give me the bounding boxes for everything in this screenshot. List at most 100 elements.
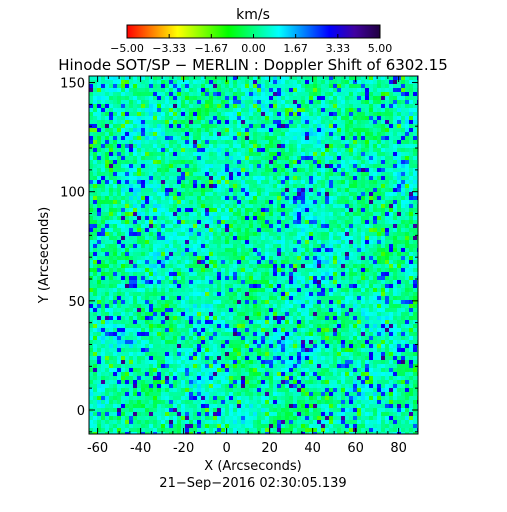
heatmap-cell: [297, 252, 301, 256]
heatmap-cell: [169, 236, 173, 240]
heatmap-cell: [237, 104, 241, 108]
heatmap-cell: [221, 172, 225, 176]
heatmap-cell: [253, 92, 257, 96]
heatmap-cell: [409, 228, 413, 232]
heatmap-cell: [217, 232, 221, 236]
heatmap-cell: [185, 164, 189, 168]
heatmap-cell: [105, 272, 109, 276]
heatmap-cell: [193, 140, 197, 144]
heatmap-cell: [369, 296, 373, 300]
heatmap-cell: [205, 144, 209, 148]
heatmap-cell: [353, 172, 357, 176]
heatmap-cell: [221, 164, 225, 168]
heatmap-cell: [177, 268, 181, 272]
heatmap-cell: [157, 304, 161, 308]
heatmap-cell: [137, 84, 141, 88]
heatmap-cell: [269, 308, 273, 312]
heatmap-cell: [221, 244, 225, 248]
heatmap-cell: [213, 300, 217, 304]
heatmap-cell: [177, 88, 181, 92]
heatmap-cell: [389, 288, 393, 292]
heatmap-cell: [117, 292, 121, 296]
heatmap-cell: [301, 172, 305, 176]
heatmap-cell: [89, 268, 93, 272]
heatmap-cell: [133, 128, 137, 132]
heatmap-cell: [225, 176, 229, 180]
heatmap-cell: [157, 116, 161, 120]
heatmap-cell: [361, 96, 365, 100]
heatmap-cell: [269, 220, 273, 224]
heatmap-cell: [89, 172, 93, 176]
heatmap-cell: [233, 268, 237, 272]
heatmap-cell: [197, 260, 201, 264]
heatmap-cell: [329, 208, 333, 212]
heatmap-cell: [401, 296, 405, 300]
heatmap-cell: [153, 164, 157, 168]
heatmap-cell: [357, 296, 361, 300]
heatmap-cell: [361, 80, 365, 84]
heatmap-cell: [229, 272, 233, 276]
heatmap-cell: [317, 208, 321, 212]
heatmap-cell: [117, 124, 121, 128]
heatmap-cell: [249, 252, 253, 256]
heatmap-cell: [321, 292, 325, 296]
heatmap-cell: [337, 192, 341, 196]
heatmap-cell: [389, 116, 393, 120]
heatmap-cell: [121, 132, 125, 136]
heatmap-cell: [265, 232, 269, 236]
heatmap-cell: [113, 92, 117, 96]
heatmap-cell: [237, 268, 241, 272]
heatmap-cell: [169, 288, 173, 292]
heatmap-cell: [193, 160, 197, 164]
heatmap-cell: [313, 312, 317, 316]
heatmap-cell: [137, 296, 141, 300]
heatmap-cell: [277, 288, 281, 292]
heatmap-cell: [97, 228, 101, 232]
heatmap-cell: [313, 140, 317, 144]
heatmap-cell: [261, 256, 265, 260]
heatmap-cell: [233, 148, 237, 152]
heatmap-cell: [165, 264, 169, 268]
heatmap-cell: [93, 188, 97, 192]
heatmap-cell: [361, 296, 365, 300]
heatmap-cell: [241, 264, 245, 268]
heatmap-cell: [121, 112, 125, 116]
heatmap-cell: [321, 224, 325, 228]
heatmap-cell: [405, 272, 409, 276]
heatmap-cell: [129, 124, 133, 128]
heatmap-cell: [97, 264, 101, 268]
heatmap-cell: [361, 180, 365, 184]
heatmap-cell: [101, 232, 105, 236]
heatmap-cell: [245, 288, 249, 292]
heatmap-cell: [321, 296, 325, 300]
heatmap-cell: [145, 252, 149, 256]
heatmap-cell: [253, 276, 257, 280]
heatmap-cell: [133, 264, 137, 268]
heatmap-cell: [265, 248, 269, 252]
heatmap-cell: [233, 264, 237, 268]
heatmap-cell: [377, 304, 381, 308]
heatmap-cell: [245, 92, 249, 96]
heatmap-cell: [337, 104, 341, 108]
heatmap-cell: [181, 256, 185, 260]
heatmap-cell: [161, 144, 165, 148]
heatmap-cell: [93, 84, 97, 88]
heatmap-cell: [145, 144, 149, 148]
heatmap-cell: [229, 192, 233, 196]
heatmap-cell: [325, 244, 329, 248]
heatmap-cell: [313, 308, 317, 312]
colorbar-tick-label: 5.00: [368, 42, 393, 55]
heatmap-cell: [97, 120, 101, 124]
heatmap-cell: [165, 92, 169, 96]
heatmap-cell: [133, 140, 137, 144]
heatmap-cell: [237, 180, 241, 184]
heatmap-cell: [161, 92, 165, 96]
heatmap-cell: [285, 264, 289, 268]
heatmap-cell: [105, 276, 109, 280]
heatmap-cell: [349, 152, 353, 156]
heatmap-cell: [233, 304, 237, 308]
heatmap-cell: [353, 260, 357, 264]
heatmap-cell: [129, 172, 133, 176]
heatmap-cell: [173, 104, 177, 108]
heatmap-cell: [365, 272, 369, 276]
